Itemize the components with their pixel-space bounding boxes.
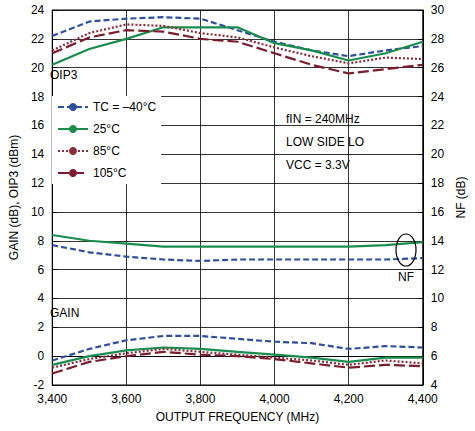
svg-text:0: 0: [38, 349, 45, 363]
svg-text:8: 8: [431, 320, 438, 334]
svg-text:OUTPUT FREQUENCY (MHz): OUTPUT FREQUENCY (MHz): [156, 410, 320, 424]
svg-text:TC = –40°C: TC = –40°C: [93, 100, 156, 114]
svg-text:GAIN (dB), OIP3 (dBm): GAIN (dB), OIP3 (dBm): [7, 135, 21, 260]
svg-text:18: 18: [31, 90, 45, 104]
svg-text:NF (dB): NF (dB): [454, 176, 468, 218]
svg-text:8: 8: [38, 234, 45, 248]
svg-text:4,000: 4,000: [260, 392, 290, 406]
svg-text:14: 14: [431, 234, 445, 248]
svg-text:12: 12: [431, 263, 445, 277]
svg-text:22: 22: [431, 118, 445, 132]
svg-text:16: 16: [31, 118, 45, 132]
svg-text:fIN = 240MHz: fIN = 240MHz: [286, 112, 360, 126]
svg-text:3,400: 3,400: [37, 392, 67, 406]
svg-text:LOW SIDE LO: LOW SIDE LO: [286, 135, 364, 149]
svg-text:3,600: 3,600: [111, 392, 141, 406]
svg-text:NF: NF: [398, 270, 414, 284]
svg-text:85°C: 85°C: [93, 144, 120, 158]
svg-text:20: 20: [31, 61, 45, 75]
svg-text:28: 28: [431, 32, 445, 46]
svg-text:14: 14: [31, 147, 45, 161]
svg-text:30: 30: [431, 3, 445, 17]
svg-text:-2: -2: [34, 378, 45, 392]
svg-text:GAIN: GAIN: [50, 306, 79, 320]
svg-text:OIP3: OIP3: [50, 68, 78, 82]
svg-text:10: 10: [31, 205, 45, 219]
svg-text:18: 18: [431, 176, 445, 190]
svg-text:24: 24: [31, 3, 45, 17]
svg-text:105°C: 105°C: [93, 166, 127, 180]
svg-text:2: 2: [38, 320, 45, 334]
svg-text:6: 6: [38, 263, 45, 277]
svg-text:16: 16: [431, 205, 445, 219]
svg-text:10: 10: [431, 291, 445, 305]
svg-text:4,400: 4,400: [408, 392, 438, 406]
svg-text:12: 12: [31, 176, 45, 190]
svg-text:24: 24: [431, 90, 445, 104]
svg-text:6: 6: [431, 349, 438, 363]
svg-text:25°C: 25°C: [93, 122, 120, 136]
svg-text:20: 20: [431, 147, 445, 161]
svg-text:4: 4: [38, 291, 45, 305]
svg-text:VCC = 3.3V: VCC = 3.3V: [286, 158, 350, 172]
svg-text:3,800: 3,800: [185, 392, 215, 406]
svg-text:4: 4: [431, 378, 438, 392]
svg-text:4,200: 4,200: [334, 392, 364, 406]
svg-text:26: 26: [431, 61, 445, 75]
svg-text:22: 22: [31, 32, 45, 46]
